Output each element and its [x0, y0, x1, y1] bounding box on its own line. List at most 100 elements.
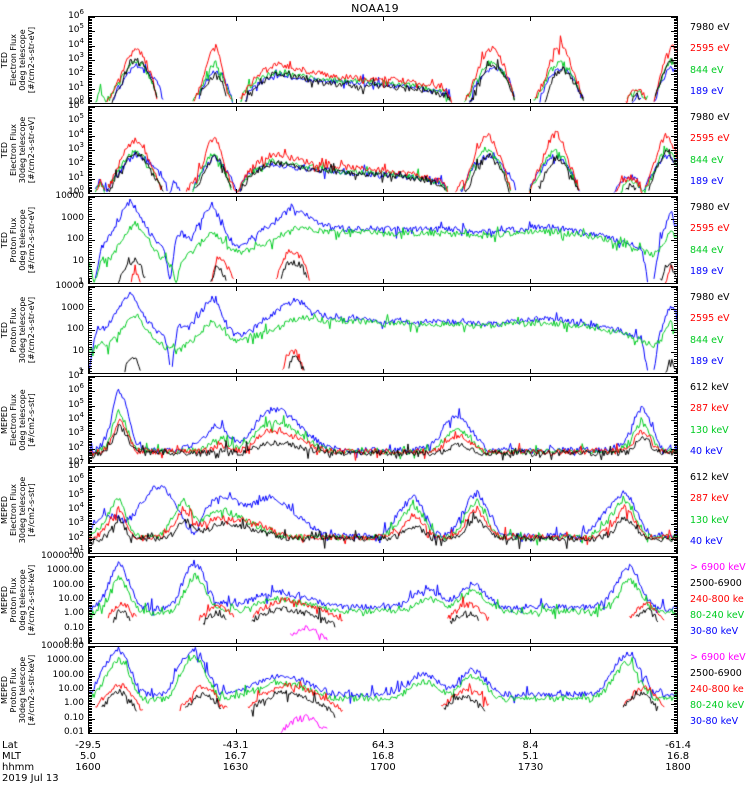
ytick-mark [89, 435, 92, 437]
legend-label: 30-80 keV [690, 626, 739, 637]
ytick-mark [89, 623, 92, 625]
ytick-mark [89, 218, 95, 220]
ytick-mark [674, 508, 677, 510]
ytick-mark [89, 551, 92, 553]
ytick-mark [89, 690, 95, 691]
ytick-mark [674, 725, 677, 727]
ytick-mark [674, 506, 677, 508]
ytick-mark [671, 88, 677, 90]
ytick-mark [674, 83, 677, 85]
ytick-mark [674, 494, 677, 496]
ytick-mark [674, 450, 677, 452]
ytick-mark [89, 232, 92, 234]
plot-panel-ted-electron-30deg [88, 106, 678, 194]
ytick-mark [674, 384, 677, 386]
ytick-mark [89, 34, 92, 36]
ytick-mark [89, 24, 92, 26]
legend-label: 2595 eV [690, 313, 730, 325]
ytick-mark [89, 95, 92, 97]
ytick-mark [671, 704, 677, 706]
xtick-mark [676, 279, 677, 283]
ytick-mark [674, 533, 677, 535]
ytick-mark [89, 291, 92, 293]
ytick-label: 100 [66, 234, 84, 244]
ytick-mark [89, 151, 92, 153]
axis-tick-value-lat: -29.5 [75, 740, 101, 751]
ytick-mark [89, 463, 95, 464]
xtick-mark [383, 107, 384, 111]
ytick-mark [671, 463, 677, 464]
ytick-mark [674, 525, 677, 527]
ytick-mark [89, 167, 92, 169]
ytick-mark [674, 529, 677, 531]
ytick-mark [89, 183, 92, 185]
ytick-mark [89, 254, 92, 256]
ytick-mark [89, 388, 92, 390]
ytick-mark [89, 667, 92, 669]
xtick-mark [530, 189, 531, 193]
ytick-mark [89, 521, 92, 523]
ytick-mark [674, 363, 677, 365]
ytick-mark [89, 510, 95, 511]
ytick-mark [89, 709, 92, 711]
axis-tick-value-lat: 64.3 [371, 740, 395, 751]
ytick-mark [674, 596, 677, 598]
ytick-mark [89, 127, 92, 129]
ytick-mark [89, 154, 92, 156]
ytick-mark [89, 541, 92, 543]
ytick-mark [89, 327, 92, 329]
ytick-mark [671, 733, 677, 734]
ytick-mark [674, 67, 677, 69]
ytick-mark [89, 603, 92, 605]
ytick-label: 1 [78, 277, 84, 287]
ytick-mark [89, 313, 92, 315]
ytick-mark [674, 439, 677, 441]
ytick-mark [674, 230, 677, 232]
ytick-mark [89, 165, 92, 167]
ytick-mark [674, 294, 677, 296]
ytick-mark [89, 633, 92, 635]
ytick-mark [674, 527, 677, 529]
ytick-mark [674, 601, 677, 603]
ytick-mark [674, 129, 677, 131]
ytick-mark [674, 96, 677, 98]
ytick-mark [674, 118, 677, 120]
ytick-mark [674, 61, 677, 63]
ytick-mark [89, 159, 92, 161]
ytick-mark [89, 476, 92, 478]
ytick-mark [89, 678, 92, 680]
ytick-mark [89, 486, 92, 488]
ytick-mark [89, 532, 92, 534]
ytick-mark [674, 201, 677, 203]
ytick-mark [89, 693, 92, 695]
ytick-mark [89, 412, 92, 414]
ytick-label: 101 [68, 544, 84, 557]
ytick-mark [89, 130, 92, 132]
ytick-mark [671, 647, 677, 648]
ytick-mark [671, 197, 677, 198]
ytick-label: 106 [68, 472, 84, 486]
yaxis-label-ted-electron-30deg: TED Electron Flux 30deg telescope [#/cm2… [0, 116, 36, 184]
ytick-mark [674, 146, 677, 148]
legend-label: 240-800 ke [690, 594, 744, 605]
ytick-mark [671, 434, 677, 436]
ytick-mark [671, 690, 677, 691]
ytick-mark [671, 351, 677, 353]
ytick-mark [89, 185, 92, 187]
ytick-mark [674, 423, 677, 425]
ytick-mark [89, 590, 92, 592]
ytick-label: 10000.00 [41, 641, 84, 651]
ytick-mark [674, 389, 677, 391]
ytick-mark [674, 242, 677, 244]
ytick-mark [89, 530, 92, 532]
ytick-mark [674, 541, 677, 543]
ytick-mark [674, 153, 677, 155]
ytick-mark [671, 287, 677, 288]
ytick-mark [89, 383, 92, 385]
legend-label: 30-80 keV [690, 716, 739, 727]
ytick-mark [674, 696, 677, 698]
ytick-mark [89, 587, 92, 589]
ytick-mark [674, 606, 677, 608]
ytick-mark [89, 630, 92, 632]
ytick-mark [674, 723, 677, 725]
